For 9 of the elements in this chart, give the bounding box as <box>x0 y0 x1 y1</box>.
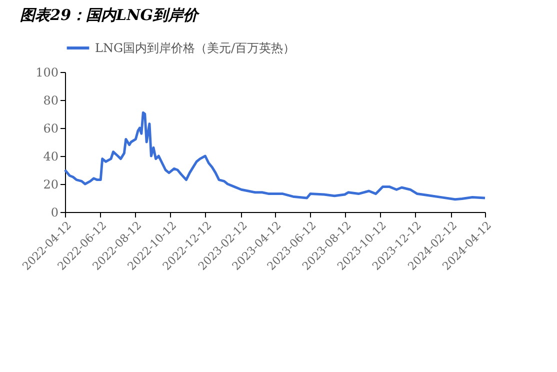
y-tick-label: 60 <box>43 122 58 136</box>
legend-label: LNG国内到岸价格（美元/百万英热） <box>95 41 296 55</box>
y-tick-label: 40 <box>43 150 58 164</box>
y-tick-label: 100 <box>36 66 58 80</box>
y-tick-label: 20 <box>43 178 58 192</box>
chart-title: 图表29：国内LNG到岸价 <box>20 6 200 24</box>
y-tick-label: 0 <box>50 206 58 220</box>
y-tick-label: 80 <box>43 94 58 108</box>
line-series <box>64 111 486 201</box>
